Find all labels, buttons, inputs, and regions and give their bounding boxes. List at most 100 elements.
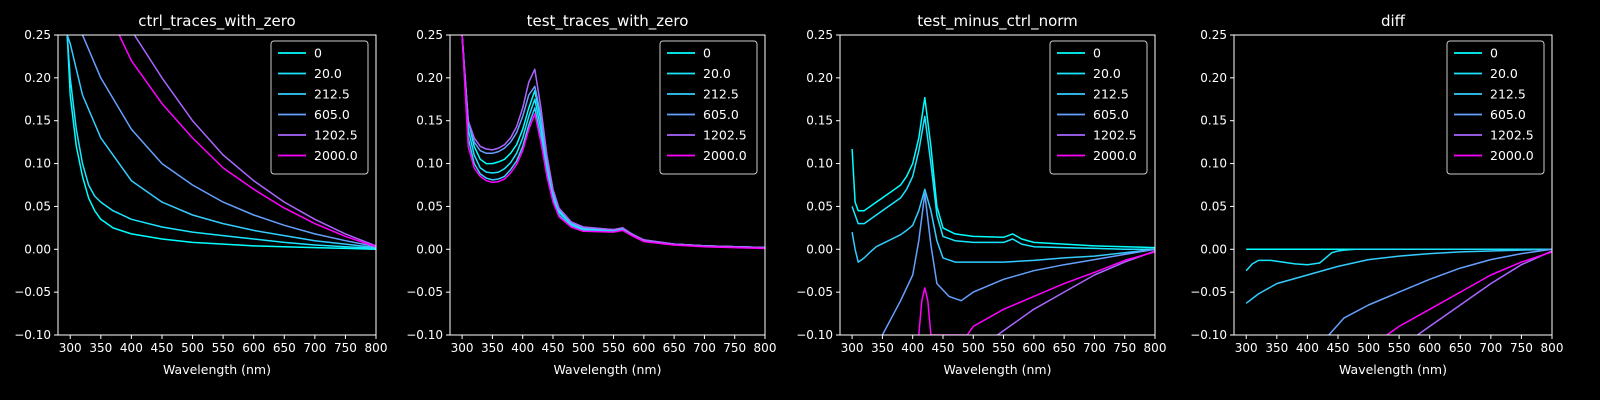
y-tick-label: 0.05 — [416, 199, 443, 213]
series-line-605.0 — [1328, 248, 1552, 335]
axes-frame — [1233, 34, 1553, 336]
x-tick-label: 350 — [1265, 341, 1288, 355]
series-line-2000.0 — [118, 35, 376, 248]
x-tick-label: 800 — [365, 341, 388, 355]
legend-label: 605.0 — [703, 107, 739, 122]
x-tick-label: 500 — [181, 341, 204, 355]
legend-label: 212.5 — [314, 87, 350, 102]
legend-label: 212.5 — [703, 87, 739, 102]
y-tick-label: 0.10 — [1200, 157, 1227, 171]
legend-label: 20.0 — [703, 66, 731, 81]
x-tick-label: 450 — [1327, 341, 1350, 355]
x-tick-label: 300 — [1235, 341, 1258, 355]
y-tick-label: 0.15 — [1200, 114, 1227, 128]
series-line-2000.0 — [461, 35, 765, 250]
legend-label: 1202.5 — [703, 128, 747, 143]
x-tick-label: 500 — [962, 341, 985, 355]
axes-frame — [449, 34, 766, 336]
x-tick-label: 350 — [481, 341, 504, 355]
legend-label: 212.5 — [1490, 87, 1526, 102]
series-line-1202.5 — [997, 250, 1155, 335]
y-tick-label: −0.10 — [1190, 328, 1227, 342]
x-tick-label: 550 — [212, 341, 235, 355]
chart-panel-2: test_traces_with_zero 300 350 400 450 500 550 6… — [406, 12, 776, 377]
y-tick-label: 0.10 — [416, 157, 443, 171]
x-axis-label: Wavelength (nm) — [944, 362, 1052, 377]
legend-label: 0 — [314, 46, 322, 61]
series-line-212.5 — [851, 188, 1155, 263]
y-tick-label: 0.25 — [806, 28, 833, 42]
series-line-0 — [851, 96, 1155, 249]
y-tick-label: 0.25 — [24, 28, 51, 42]
x-tick-label: 500 — [1357, 341, 1380, 355]
series-group — [461, 35, 765, 250]
series-line-2000.0 — [1386, 251, 1552, 335]
y-tick-label: 0.00 — [24, 242, 51, 256]
axes-frame — [57, 34, 377, 336]
x-tick-label: 450 — [542, 341, 565, 355]
x-tick-label: 300 — [841, 341, 864, 355]
legend-label: 1202.5 — [314, 128, 358, 143]
x-tick-label: 750 — [334, 341, 357, 355]
x-tick-label: 700 — [693, 341, 716, 355]
x-tick-label: 750 — [1510, 341, 1533, 355]
y-tick-label: 0.05 — [1200, 199, 1227, 213]
x-tick-label: 700 — [1479, 341, 1502, 355]
series-line-2000.0 — [918, 251, 1155, 335]
chart-panel-4: diff 300 350 400 450 500 550 600 650 700 750 800 −0.… — [1190, 12, 1563, 377]
y-tick-label: 0.10 — [806, 157, 833, 171]
x-tick-label: 400 — [120, 341, 143, 355]
y-tick-label: 0.00 — [1200, 242, 1227, 256]
legend: 0 20.0 212.5 605.0 1202.5 2000.0 — [1446, 40, 1545, 175]
y-tick-label: 0.10 — [24, 157, 51, 171]
x-tick-label: 450 — [932, 341, 955, 355]
series-line-20.0 — [66, 35, 376, 250]
series-line-0 — [66, 35, 376, 251]
legend: 0 20.0 212.5 605.0 1202.5 2000.0 — [270, 40, 369, 175]
legend-label: 20.0 — [1490, 66, 1518, 81]
legend-label: 2000.0 — [1490, 148, 1534, 163]
series-line-20.0 — [1245, 248, 1552, 272]
y-tick-label: −0.05 — [406, 285, 443, 299]
x-tick-label: 800 — [754, 341, 777, 355]
y-tick-label: 0.25 — [416, 28, 443, 42]
series-group — [66, 35, 376, 251]
legend-label: 605.0 — [314, 107, 350, 122]
series-line-212.5 — [66, 35, 376, 249]
x-tick-label: 350 — [89, 341, 112, 355]
y-tick-label: 0.15 — [416, 114, 443, 128]
legend-label: 20.0 — [1093, 66, 1121, 81]
series-line-212.5 — [1245, 248, 1552, 304]
x-tick-label: 450 — [151, 341, 174, 355]
y-tick-label: 0.15 — [24, 114, 51, 128]
y-tick-label: −0.05 — [1190, 285, 1227, 299]
series-line-605.0 — [81, 35, 376, 248]
x-tick-label: 650 — [1449, 341, 1472, 355]
x-tick-label: 550 — [602, 341, 625, 355]
legend-label: 2000.0 — [1093, 148, 1137, 163]
x-tick-label: 650 — [1053, 341, 1076, 355]
series-line-1202.5 — [133, 35, 376, 247]
y-tick-label: 0.25 — [1200, 28, 1227, 42]
y-tick-label: 0.20 — [806, 71, 833, 85]
chart-panel-3: test_minus_ctrl_norm 300 350 400 450 500 550 60… — [796, 12, 1166, 377]
legend-label: 2000.0 — [314, 148, 358, 163]
y-tick-label: 0.20 — [416, 71, 443, 85]
x-tick-label: 600 — [242, 341, 265, 355]
x-tick-label: 750 — [723, 341, 746, 355]
legend-label: 605.0 — [1490, 107, 1526, 122]
x-tick-label: 300 — [451, 341, 474, 355]
series-group — [851, 96, 1155, 335]
axes-frame — [839, 34, 1156, 336]
chart-title: diff — [1381, 12, 1406, 30]
series-group — [1245, 248, 1552, 335]
x-tick-label: 550 — [1388, 341, 1411, 355]
x-tick-label: 650 — [273, 341, 296, 355]
chart-title: test_traces_with_zero — [527, 12, 689, 31]
chart-title: ctrl_traces_with_zero — [138, 12, 295, 31]
x-tick-label: 300 — [59, 341, 82, 355]
x-tick-label: 600 — [1418, 341, 1441, 355]
x-tick-label: 600 — [1022, 341, 1045, 355]
x-tick-label: 600 — [632, 341, 655, 355]
